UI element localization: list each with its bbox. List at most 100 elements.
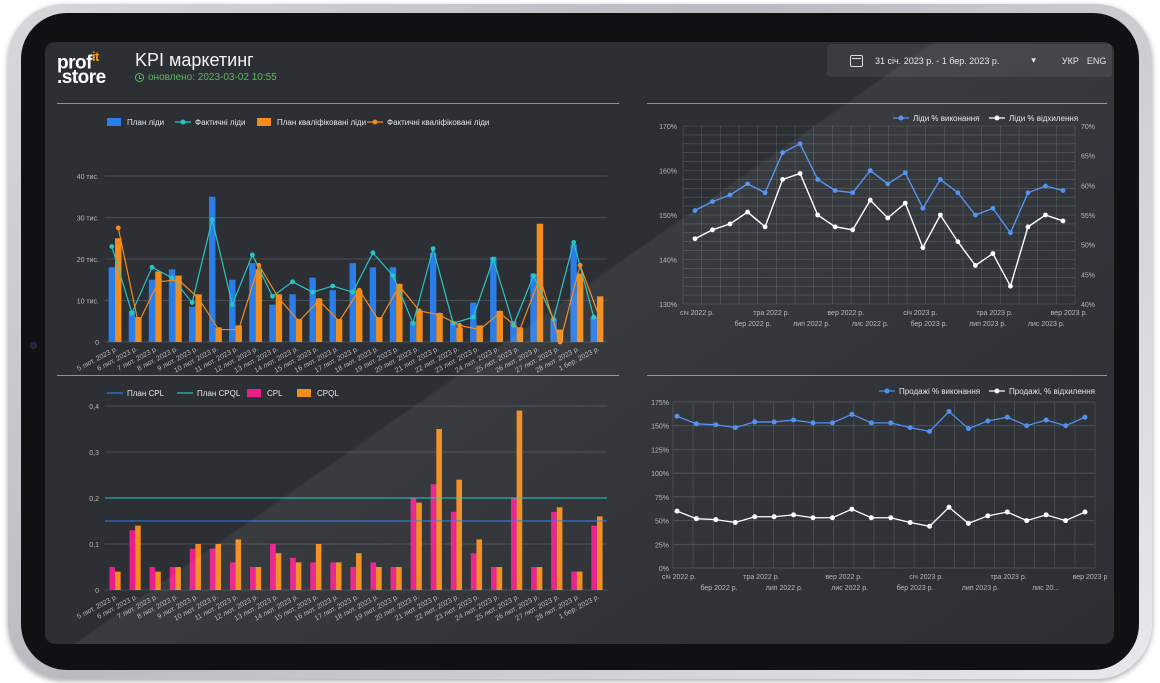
leads-pct-xtick: тра 2022 р.: [753, 310, 789, 317]
cost-cpl-bar: [229, 562, 236, 590]
sales-pct-exec-line-point: [985, 418, 991, 424]
sales-pct-dev-line-point: [927, 523, 933, 529]
leads-plan-qual-bar: [456, 327, 463, 342]
leads-fact-line-point: [270, 293, 275, 299]
sales-pct-exec-line-point: [907, 425, 913, 431]
leads-pct-xtick: бер 2022 р.: [734, 320, 771, 328]
sales-pct-dev-line-point: [693, 516, 699, 522]
cost-cpql-bar: [416, 502, 422, 590]
cost-cpql-bar: [476, 539, 483, 590]
leads-fact-qual-line-point: [135, 320, 141, 326]
cost-cpql-bar: [115, 571, 121, 590]
leads-plan-qual-bar: [416, 310, 423, 342]
sales-pct-xtick: лип 2023 р.: [962, 585, 999, 592]
cost-cpql-bar: [536, 567, 543, 590]
leads-fact-qual-line-point: [356, 287, 362, 293]
leads-fact-qual-line-point: [497, 310, 503, 316]
leads-plan-bar: [369, 267, 377, 342]
logo[interactable]: profit .store: [57, 49, 106, 89]
sales-pct-exec-line-point: [713, 422, 719, 428]
cost-cpl-bar: [330, 562, 336, 590]
leads-plan-qual-bar: [556, 329, 564, 342]
leads-pct-legend-1-swatch-dot: [994, 115, 1000, 121]
leads-legend-1-label: Фактичні ліди: [195, 118, 245, 127]
sales-pct-ytick: 125%: [651, 447, 669, 454]
leads-plan-qual-bar: [516, 327, 524, 342]
leads-pct-exec-line-point: [867, 168, 873, 173]
leads-pct-exec-line-point: [885, 181, 891, 187]
leads-pct-ytick-right: 65%: [1081, 154, 1095, 161]
leads-fact-qual-line-point: [176, 277, 181, 283]
sales-pct-dev-line-point: [965, 520, 971, 526]
cost-cpql-bar: [556, 507, 563, 590]
leads-fact-line-point: [330, 283, 336, 289]
chevron-down-icon[interactable]: ▾: [1031, 55, 1036, 65]
leads-pct-legend-0-label: Ліди % виконання: [913, 114, 980, 123]
sales-pct-dev-line-point: [1024, 518, 1030, 524]
cost-cpql-bar: [215, 544, 222, 590]
leads-fact-line-point: [209, 217, 215, 222]
leads-pct-dev-line-point: [955, 239, 961, 245]
leads-fact-qual-line-point: [437, 312, 442, 318]
leads-plan-qual-bar: [295, 319, 303, 342]
sales-pct-exec-line-point: [868, 420, 874, 426]
leads-pct-exec-line: [694, 142, 1064, 235]
leads-fact-qual-line-point: [417, 308, 422, 314]
sales-pct-xtick: лип 2022 р.: [766, 585, 803, 592]
sales-pct-exec-line-point: [1063, 423, 1069, 429]
cost-cpql-bar: [315, 544, 322, 590]
sales-pct-legend-1-label: Продажі, % відхилення: [1009, 387, 1095, 396]
leads-fact-qual-line-point: [376, 318, 382, 324]
leads-fact-line-point: [591, 314, 597, 320]
sales-pct-exec-line-point: [1043, 417, 1049, 423]
leads-pct-dev-line-point: [797, 171, 803, 176]
leads-fact-qual-line-point: [316, 298, 322, 303]
leads-pct-ytick-left: 140%: [659, 258, 677, 265]
cost-cpql-bar: [496, 567, 503, 590]
leads-pct-dev-line-point: [1008, 283, 1013, 289]
leads-fact-qual-line-point: [477, 327, 483, 332]
date-range-text[interactable]: 31 січ. 2023 р. - 1 бер. 2023 р.: [875, 55, 1000, 66]
leads-pct-xtick: лис 2022 р.: [852, 321, 889, 328]
calendar-icon[interactable]: [850, 54, 863, 67]
sales-pct-dev-line-point: [849, 506, 855, 512]
sales-pct-ytick: 25%: [655, 542, 669, 549]
sales-pct-legend-1-swatch-dot: [994, 388, 1000, 394]
leads-fact-line-point: [249, 252, 255, 258]
leads-fact-line-point: [310, 289, 316, 295]
lang-en-button[interactable]: ENG: [1086, 55, 1107, 66]
cost-cpql-bar: [356, 553, 362, 590]
sales-pct-dev-line-point: [907, 519, 913, 525]
leads-fact-qual-line-point: [196, 296, 201, 301]
leads-plan-bar: [590, 317, 597, 342]
sales-pct-dev-line-point: [888, 515, 894, 521]
cost-cpql-bar: [456, 479, 463, 590]
leads-plan-bar: [550, 319, 557, 342]
leads-pct-exec-line-point: [1060, 188, 1066, 193]
cost-cpl-bar: [430, 484, 437, 590]
leads-legend-0-label: План ліди: [127, 118, 164, 127]
leads-pct-legend-0-swatch-dot: [898, 115, 904, 121]
page-title: KPI маркетинг: [135, 50, 254, 70]
leads-fact-qual-line-point: [336, 318, 342, 324]
lang-ua-button[interactable]: УКР: [1061, 55, 1079, 66]
sales-pct-xtick: тра 2023 р.: [990, 574, 1026, 581]
leads-plan-bar: [309, 277, 316, 342]
leads-fact-line-point: [229, 302, 235, 308]
leads-fact-line-point: [511, 323, 516, 328]
date-range-filter[interactable]: 31 січ. 2023 р. - 1 бер. 2023 р. ▾ УКР E…: [827, 44, 1112, 77]
cost-cpl-bar: [350, 567, 356, 590]
leads-plan-qual-bar: [235, 325, 242, 342]
leads-percent-chart: Ліди % виконання Ліди % відхилення 130% 140…: [659, 114, 1095, 328]
leads-pct-dev-line-point: [990, 251, 996, 256]
cost-cpql-bar: [396, 567, 402, 590]
leads-pct-ytick-right: 45%: [1081, 272, 1095, 279]
sales-pct-dev-line-point: [829, 515, 835, 521]
cost-cpql-bar: [235, 539, 242, 590]
leads-plan-qual-bar: [376, 317, 383, 342]
cost-cpl-bar: [551, 511, 557, 590]
cost-cpl-bar: [410, 498, 417, 590]
leads-pct-xtick: тра 2023 р.: [976, 310, 1012, 317]
leads-pct-ytick-left: 130%: [659, 302, 677, 309]
sales-pct-exec-line-point: [771, 419, 777, 425]
